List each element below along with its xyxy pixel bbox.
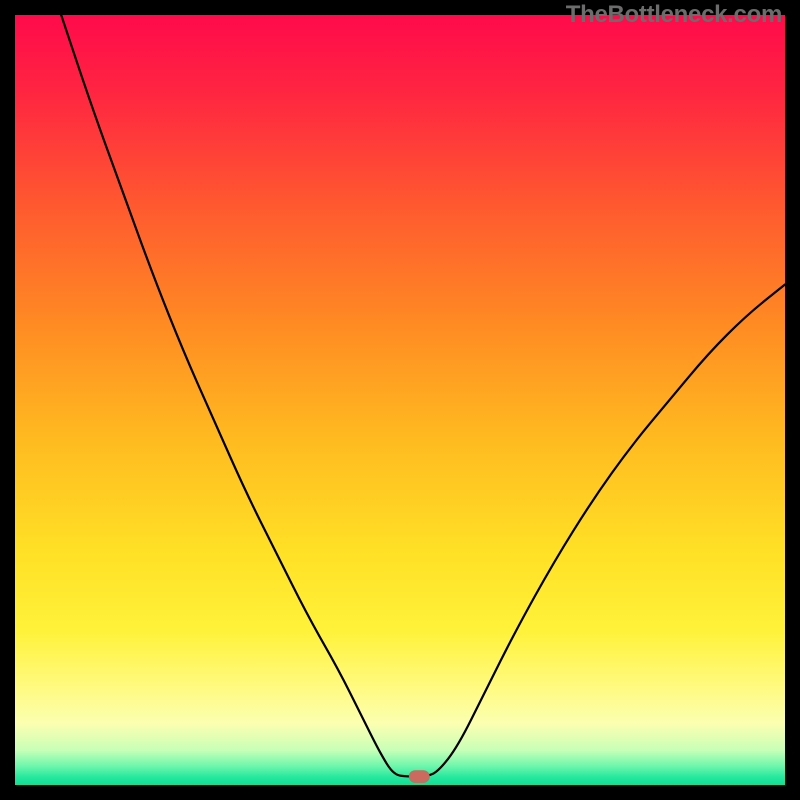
bottleneck-chart <box>15 15 785 785</box>
watermark-text: TheBottleneck.com <box>566 1 782 29</box>
optimal-point-marker <box>409 770 430 782</box>
chart-frame: TheBottleneck.com <box>0 0 800 800</box>
